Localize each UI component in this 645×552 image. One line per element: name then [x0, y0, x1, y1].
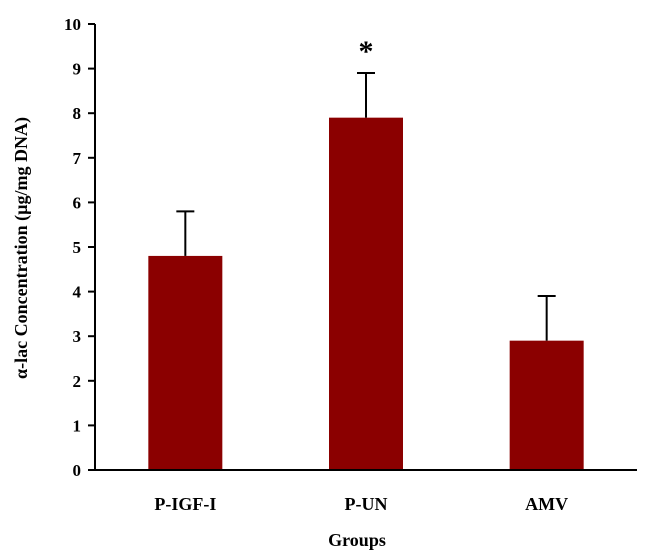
- x-labels-group: P-IGF-I P-UN AMV: [154, 494, 568, 514]
- error-bars-group: [176, 72, 556, 341]
- significance-asterisk: *: [359, 35, 374, 68]
- bar-p-igf-i: [148, 255, 223, 470]
- bar-amv: [509, 340, 584, 470]
- y-tick-label: 8: [73, 104, 82, 123]
- y-tick-label: 5: [73, 238, 82, 257]
- y-tick-label: 9: [73, 60, 82, 79]
- y-tick-label: 2: [73, 372, 82, 391]
- y-tick-label: 0: [73, 461, 82, 480]
- y-tick-label: 4: [73, 283, 82, 302]
- x-category-label: AMV: [525, 494, 568, 514]
- x-category-label: P-UN: [345, 494, 388, 514]
- y-axis-title: α-lac Concentration (µg/mg DNA): [11, 117, 32, 379]
- y-tick-label: 1: [73, 416, 82, 435]
- annotations-group: *: [359, 35, 374, 68]
- x-category-label: P-IGF-I: [154, 494, 216, 514]
- y-tick-label: 6: [73, 193, 82, 212]
- y-tick-label: 7: [73, 149, 82, 168]
- x-axis-title: Groups: [328, 530, 386, 550]
- bar-p-un: [329, 117, 403, 470]
- y-tick-label: 10: [64, 15, 81, 34]
- y-tick-label: 3: [73, 327, 82, 346]
- bars-group: [148, 117, 584, 470]
- y-ticks-group: 0 1 2 3 4 5 6 7 8 9 10: [64, 15, 95, 480]
